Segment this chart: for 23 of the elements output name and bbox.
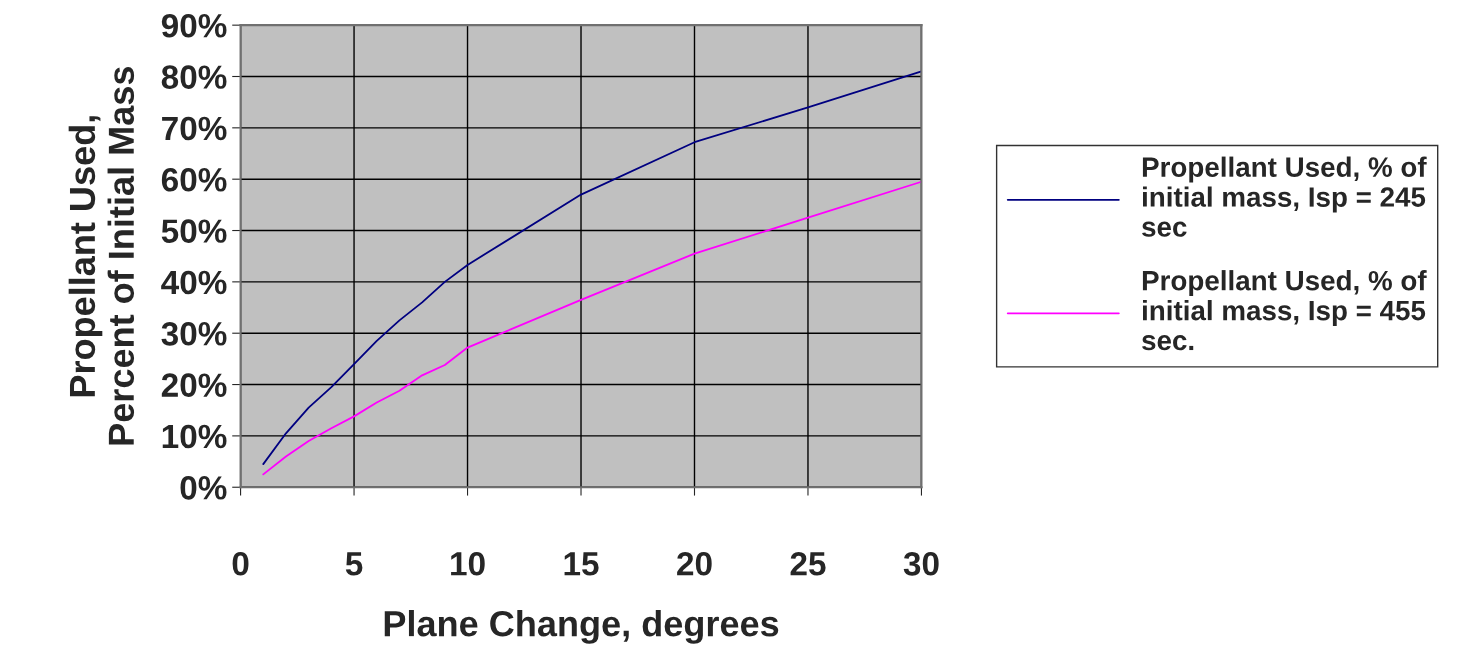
x-tick-label: 5: [345, 552, 363, 576]
x-tick-label: 15: [564, 552, 599, 576]
x-tick-label: 25: [790, 552, 826, 576]
y-tick-label: 70%: [162, 116, 227, 141]
legend-label: Propellant Used, % of initial mass, Isp = 455 sec.: [1142, 270, 1427, 351]
x-tick-label: 0: [232, 552, 249, 576]
x-axis-title: Plane Change, degrees: [384, 609, 779, 644]
y-tick-label: 80%: [161, 65, 227, 89]
y-tick-label: 60%: [161, 167, 227, 192]
y-tick-label: 50%: [161, 219, 227, 243]
y-tick-label: 20%: [161, 373, 227, 397]
x-tick-label: 20: [677, 552, 712, 576]
y-tick-label: 90%: [161, 13, 227, 38]
line-series: [262, 70, 922, 466]
y-axis-title: Propellant Used, Percent of Initial Mass: [68, 67, 135, 445]
x-tick-label: 10: [451, 552, 485, 576]
y-tick-label: 0%: [180, 476, 227, 500]
y-tick-label: 40%: [161, 270, 227, 295]
y-tick-label: 30%: [161, 322, 227, 346]
line-series: [262, 180, 922, 476]
y-tick-label: 10%: [162, 424, 227, 449]
x-tick-label: 30: [903, 552, 939, 576]
legend-label: Propellant Used, % of initial mass, Isp = 245 sec: [1142, 156, 1427, 237]
